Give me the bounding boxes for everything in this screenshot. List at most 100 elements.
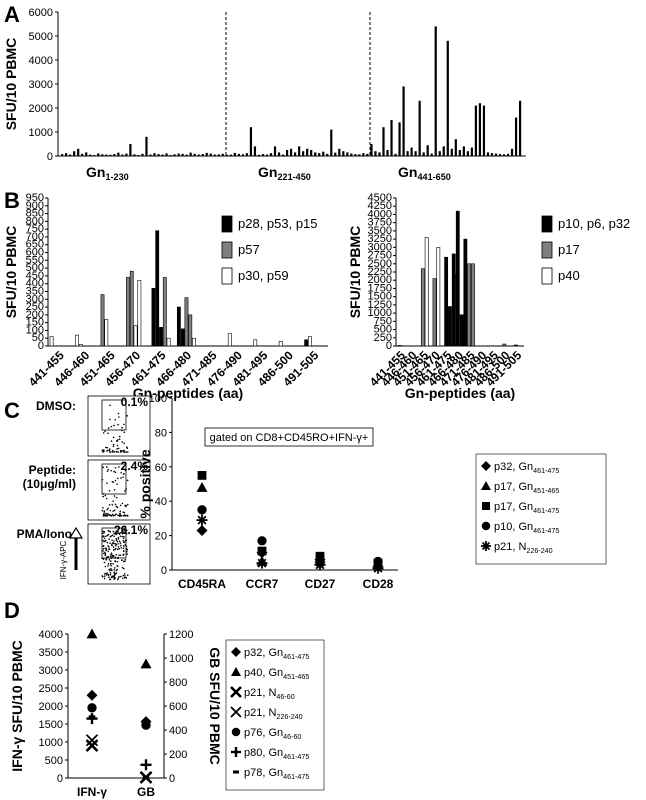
c-flow-event <box>106 556 108 558</box>
d-point-triangle <box>140 658 152 669</box>
c-point-star <box>314 559 326 571</box>
d-x-tick-label: IFN-γ <box>77 785 107 799</box>
d-y-tick-label: 3500 <box>39 647 63 659</box>
b-left-bar <box>137 280 142 347</box>
b-right-y-tick-label: 4000 <box>368 208 392 220</box>
a-bar <box>69 154 72 156</box>
a-bar <box>334 152 337 156</box>
b-right-bar <box>455 210 460 347</box>
c-flow-event <box>108 513 110 516</box>
b-left-bar <box>308 336 312 347</box>
a-bar <box>414 151 417 156</box>
a-bar <box>374 151 377 156</box>
b-right-y-tick-label: 1250 <box>368 299 392 311</box>
c-flow-event <box>103 537 106 540</box>
c-point-square <box>315 551 325 561</box>
a-bar <box>382 127 385 156</box>
c-flow-event <box>103 535 105 538</box>
a-bar <box>105 154 108 156</box>
d-y-tick-label: 0 <box>57 773 63 785</box>
c-flow-event <box>125 545 128 548</box>
c-flow-event <box>116 565 119 567</box>
c-flow-event <box>126 447 129 450</box>
c-flow-event <box>113 495 116 497</box>
c-flow-event <box>115 533 117 536</box>
c-flow-event <box>114 544 117 547</box>
b-left-legend-swatch <box>221 215 233 233</box>
c-flow-event <box>124 490 126 492</box>
c-flow-event <box>118 547 121 550</box>
c-flow-event <box>106 449 109 452</box>
d-legend-marker-plus <box>231 747 241 757</box>
c-flow-event <box>124 558 127 561</box>
a-bar <box>149 154 152 156</box>
b-left-bar <box>100 294 105 347</box>
a-bar <box>422 152 425 156</box>
c-flow-event <box>114 577 117 579</box>
c-flow-event <box>104 551 106 554</box>
c-flow-event <box>110 425 113 428</box>
a-bar <box>217 154 220 156</box>
a-bar <box>81 153 84 156</box>
c-flow-event <box>105 497 108 500</box>
c-flow-event <box>110 576 113 579</box>
c-y-tick-label: 40 <box>155 496 167 508</box>
c-flow-event <box>113 540 115 542</box>
c-flow-event <box>125 577 127 579</box>
c-point-circle <box>373 556 383 567</box>
c-flow-event <box>101 532 104 535</box>
c-point-star <box>256 557 268 569</box>
c-flow-plot-frame <box>87 459 151 521</box>
b-right-y-tick-label: 4500 <box>368 192 392 204</box>
a-bar <box>181 153 184 156</box>
d-y2-axis-title: GB SFU/10 PBMC <box>207 647 223 764</box>
a-bar <box>498 154 502 156</box>
c-flow-event <box>103 577 106 580</box>
d-legend-label: p32, Gn461-475 <box>244 647 309 661</box>
a-bar <box>466 151 469 156</box>
d-legend-label: p80, Gn461-475 <box>244 747 309 761</box>
c-flow-event <box>111 539 113 542</box>
c-flow-event <box>106 534 109 537</box>
c-flow-event <box>106 515 109 517</box>
c-flow-event <box>108 576 110 579</box>
d-point-triangle <box>86 628 98 639</box>
a-bar <box>442 146 445 156</box>
c-flow-event <box>126 574 129 577</box>
a-bar <box>237 153 240 156</box>
d-y-tick-label: 4000 <box>39 629 63 641</box>
a-bar <box>185 154 188 156</box>
a-bar <box>77 148 80 156</box>
c-flow-event <box>115 572 118 574</box>
a-y-tick-label: 2000 <box>29 103 53 115</box>
c-flow-event <box>106 482 108 484</box>
b-left-bar <box>133 325 138 347</box>
c-flow-event <box>116 439 119 441</box>
c-flow-event <box>109 572 112 574</box>
d-y-tick-label: 1000 <box>39 737 63 749</box>
c-flow-event <box>117 546 120 548</box>
c-flow-event <box>107 427 110 429</box>
a-bar <box>458 150 461 156</box>
c-flow-event <box>108 503 111 506</box>
c-flow-event <box>123 442 125 445</box>
b-right-y-tick-label: 750 <box>374 315 392 327</box>
c-flow-event <box>114 418 116 421</box>
c-x-tick-label: CD27 <box>305 577 336 591</box>
c-flow-event <box>117 557 119 560</box>
d-y-tick-label: 1500 <box>39 719 63 731</box>
b-left-bar <box>49 336 54 347</box>
b-left-y-tick-label: 650 <box>26 239 44 251</box>
c-flow-event <box>122 476 124 479</box>
c-flow-event <box>114 471 117 474</box>
a-bar <box>177 153 180 156</box>
d-point-plus <box>140 759 152 771</box>
c-point-circle <box>257 536 267 546</box>
c-flow-event <box>113 424 115 427</box>
c-flow-event <box>109 531 112 533</box>
a-bar <box>494 153 498 156</box>
b-left-legend-swatch <box>221 267 233 285</box>
c-flow-event <box>123 573 126 575</box>
b-right-bar <box>471 263 475 347</box>
c-flow-event <box>113 509 116 512</box>
